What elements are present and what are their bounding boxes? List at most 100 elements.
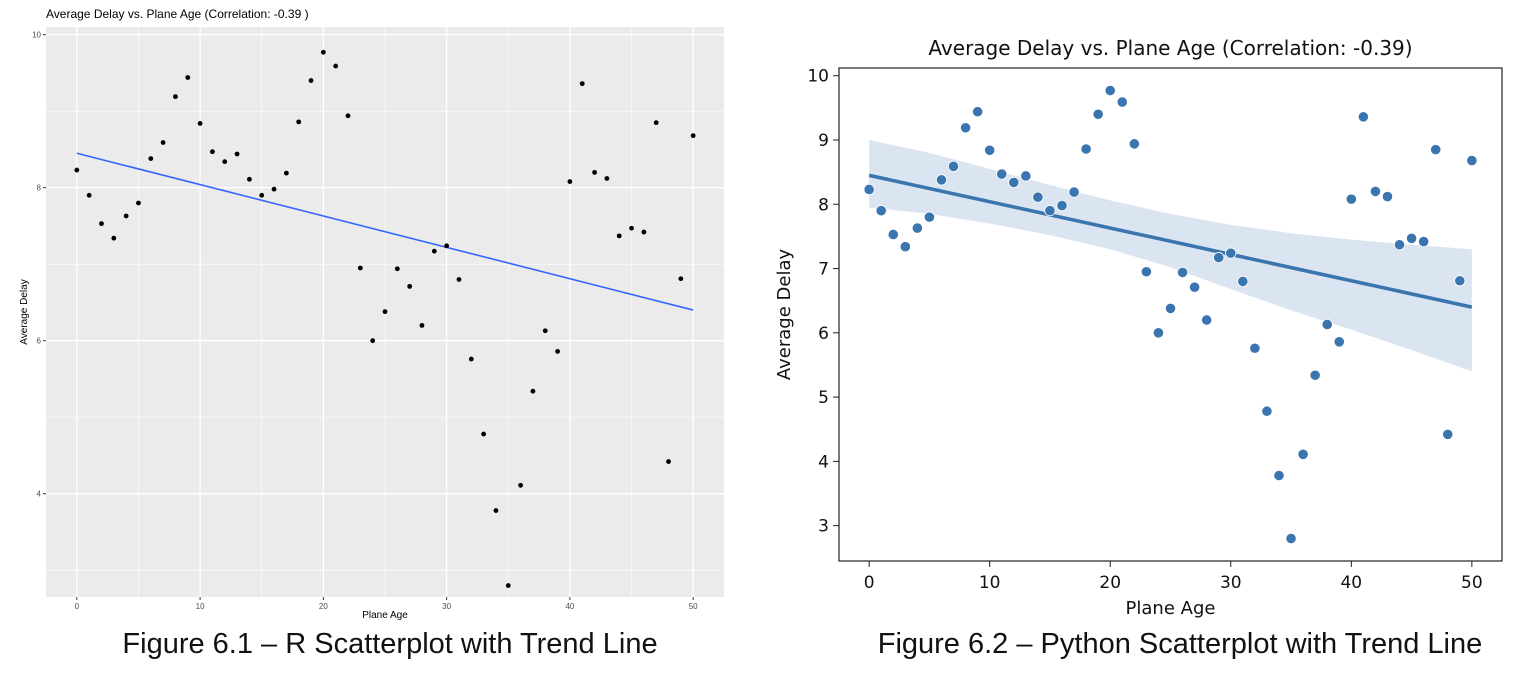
data-point: [1345, 193, 1357, 205]
data-point: [911, 222, 923, 234]
x-tick-label: 30: [442, 602, 451, 611]
data-point: [296, 119, 302, 125]
data-point: [1201, 314, 1213, 326]
x-tick-label: 0: [864, 573, 875, 593]
data-point: [1080, 143, 1092, 155]
x-tick-label: 40: [565, 602, 574, 611]
data-point: [1128, 138, 1140, 150]
y-tick-label: 4: [818, 452, 829, 472]
data-point: [1381, 190, 1394, 203]
y-tick-label: 10: [32, 31, 41, 40]
data-point: [666, 459, 671, 464]
y-tick-label: 9: [818, 131, 829, 151]
data-point: [210, 149, 215, 155]
y-tick-label: 3: [818, 517, 829, 537]
python-scatterplot: Average Delay vs. Plane Age (Correlation…: [774, 36, 1503, 619]
data-point: [555, 349, 560, 354]
confidence-band: [869, 139, 1472, 372]
data-point: [530, 388, 536, 394]
data-point: [123, 213, 129, 219]
data-point: [1297, 448, 1309, 460]
data-point: [481, 431, 487, 437]
data-point: [1309, 369, 1321, 381]
y-tick-label: 7: [818, 260, 829, 280]
data-point: [444, 243, 450, 249]
x-axis-label: Plane Age: [1126, 598, 1216, 619]
data-point: [1032, 191, 1044, 203]
data-point: [382, 309, 388, 315]
trend-line: [76, 152, 694, 311]
data-point: [947, 160, 960, 172]
y-tick-label: 6: [37, 337, 42, 346]
data-point: [542, 328, 548, 334]
data-point: [394, 266, 400, 272]
data-point: [370, 338, 376, 344]
data-point: [875, 205, 887, 217]
data-point: [972, 106, 984, 118]
data-point: [653, 120, 659, 126]
data-point: [567, 179, 573, 184]
trend-line: [868, 173, 1473, 309]
data-point: [333, 63, 339, 69]
python-scatterplot-panel: Average Delay vs. Plane Age (Correlation…: [760, 0, 1530, 625]
data-point: [222, 159, 228, 165]
data-point: [1418, 235, 1430, 248]
data-point: [1008, 176, 1020, 189]
data-point: [1237, 275, 1249, 287]
data-point: [518, 482, 523, 488]
data-point: [899, 241, 911, 253]
data-point: [345, 113, 351, 119]
data-point: [86, 192, 92, 198]
x-tick-label: 40: [1340, 573, 1362, 593]
data-point: [1044, 205, 1056, 217]
x-tick-label: 20: [319, 602, 328, 611]
x-axis-label: Plane Age: [362, 610, 408, 621]
data-point: [1285, 532, 1297, 545]
data-point: [173, 94, 178, 100]
data-point: [1369, 185, 1382, 198]
y-tick-label: 4: [37, 490, 42, 499]
data-point: [1116, 96, 1128, 108]
data-point: [579, 81, 585, 87]
data-point: [1405, 232, 1418, 244]
data-point: [959, 122, 972, 134]
data-point: [996, 168, 1008, 180]
data-point: [678, 276, 684, 282]
data-point: [1189, 281, 1201, 293]
data-point: [1104, 84, 1116, 97]
data-point: [259, 192, 265, 198]
data-point: [1442, 428, 1454, 440]
r-scatterplot: Average Delay vs. Plane Age (Correlation…: [19, 7, 724, 621]
data-point: [1068, 186, 1080, 198]
data-point: [1273, 469, 1285, 482]
data-point: [74, 167, 80, 173]
x-tick-label: 50: [689, 602, 698, 611]
data-point: [1213, 252, 1225, 264]
x-tick-label: 20: [1099, 573, 1121, 593]
data-point: [247, 176, 252, 182]
data-point: [1152, 327, 1165, 339]
data-point: [641, 229, 647, 235]
data-point: [197, 121, 203, 126]
x-tick-label: 30: [1220, 573, 1242, 593]
data-point: [1225, 247, 1237, 259]
data-point: [99, 221, 104, 227]
data-point: [592, 169, 597, 175]
data-point: [493, 508, 499, 513]
plot-frame: [838, 67, 1503, 562]
data-point: [923, 211, 936, 223]
data-point: [1020, 170, 1032, 182]
data-point: [283, 170, 289, 176]
data-point: [320, 49, 326, 55]
y-tick-label: 6: [818, 324, 829, 344]
data-point: [1333, 336, 1345, 348]
data-point: [456, 277, 462, 282]
figure-caption-python: Figure 6.2 – Python Scatterplot with Tre…: [877, 628, 1483, 660]
data-point: [935, 174, 948, 186]
data-point: [431, 248, 437, 254]
data-point: [111, 235, 117, 241]
data-point: [160, 140, 166, 145]
y-tick-label: 10: [807, 67, 829, 87]
y-tick-label: 8: [818, 195, 829, 215]
figure-caption-r: Figure 6.1 – R Scatterplot with Trend Li…: [122, 628, 658, 660]
